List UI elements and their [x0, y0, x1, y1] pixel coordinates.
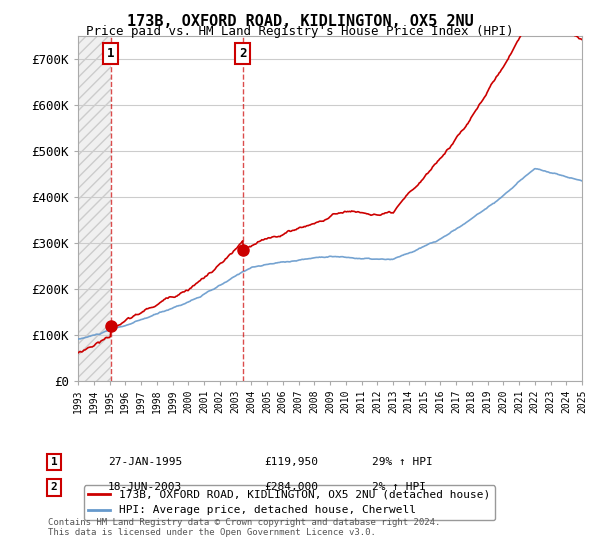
Text: 18-JUN-2003: 18-JUN-2003 [108, 482, 182, 492]
Legend: 173B, OXFORD ROAD, KIDLINGTON, OX5 2NU (detached house), HPI: Average price, det: 173B, OXFORD ROAD, KIDLINGTON, OX5 2NU (… [83, 486, 495, 520]
Text: £119,950: £119,950 [264, 457, 318, 467]
Text: Price paid vs. HM Land Registry's House Price Index (HPI): Price paid vs. HM Land Registry's House … [86, 25, 514, 38]
Bar [78, 36, 110, 381]
Text: 2% ↑ HPI: 2% ↑ HPI [372, 482, 426, 492]
Text: Contains HM Land Registry data © Crown copyright and database right 2024.
This d: Contains HM Land Registry data © Crown c… [48, 518, 440, 538]
Text: 29% ↑ HPI: 29% ↑ HPI [372, 457, 433, 467]
Text: 27-JAN-1995: 27-JAN-1995 [108, 457, 182, 467]
Text: 2: 2 [50, 482, 58, 492]
Text: £284,000: £284,000 [264, 482, 318, 492]
Text: 2: 2 [239, 47, 247, 60]
Text: 1: 1 [107, 47, 115, 60]
Text: 1: 1 [50, 457, 58, 467]
Text: 173B, OXFORD ROAD, KIDLINGTON, OX5 2NU: 173B, OXFORD ROAD, KIDLINGTON, OX5 2NU [127, 14, 473, 29]
